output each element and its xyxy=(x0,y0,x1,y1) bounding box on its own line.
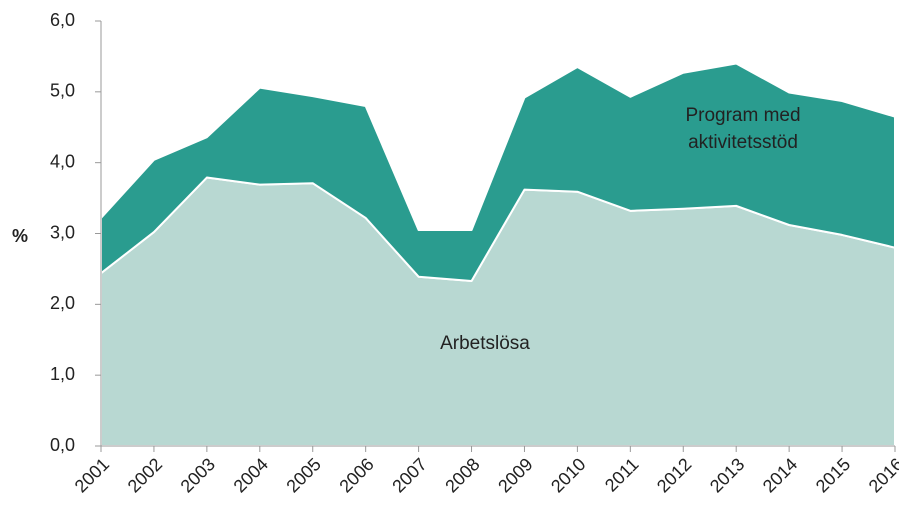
x-tick-label: 2012 xyxy=(653,454,695,496)
x-tick-label: 2003 xyxy=(177,454,219,496)
x-tick-label: 2009 xyxy=(494,454,536,496)
x-tick-label: 2011 xyxy=(601,454,643,496)
x-tick-label: 2005 xyxy=(282,454,324,496)
y-tick-label: 1,0 xyxy=(50,364,75,384)
area xyxy=(100,62,896,282)
x-tick-label: 2001 xyxy=(71,454,113,496)
y-tick-label: 2,0 xyxy=(50,293,75,313)
x-tick-label: 2016 xyxy=(865,454,899,496)
y-tick-label: 6,0 xyxy=(50,10,75,30)
y-tick-label: 5,0 xyxy=(50,81,75,101)
series-label: Arbetslösa xyxy=(440,333,530,354)
x-tick-label: 2010 xyxy=(547,454,589,496)
x-tick-label: 2013 xyxy=(706,454,748,496)
y-tick-label: 3,0 xyxy=(50,222,75,242)
x-tick-label: 2007 xyxy=(388,454,430,496)
x-tick-label: 2015 xyxy=(812,454,854,496)
x-tick-label: 2008 xyxy=(441,454,483,496)
y-tick-label: 0,0 xyxy=(50,435,75,455)
x-tick-label: 2014 xyxy=(759,454,801,496)
x-tick-label: 2002 xyxy=(124,454,166,496)
series-label: Program med aktivitetsstöd xyxy=(685,105,801,153)
x-tick-label: 2006 xyxy=(335,454,377,496)
x-tick-label: 2004 xyxy=(230,454,272,496)
y-tick-label: 4,0 xyxy=(50,151,75,171)
y-axis-label: % xyxy=(12,226,28,246)
